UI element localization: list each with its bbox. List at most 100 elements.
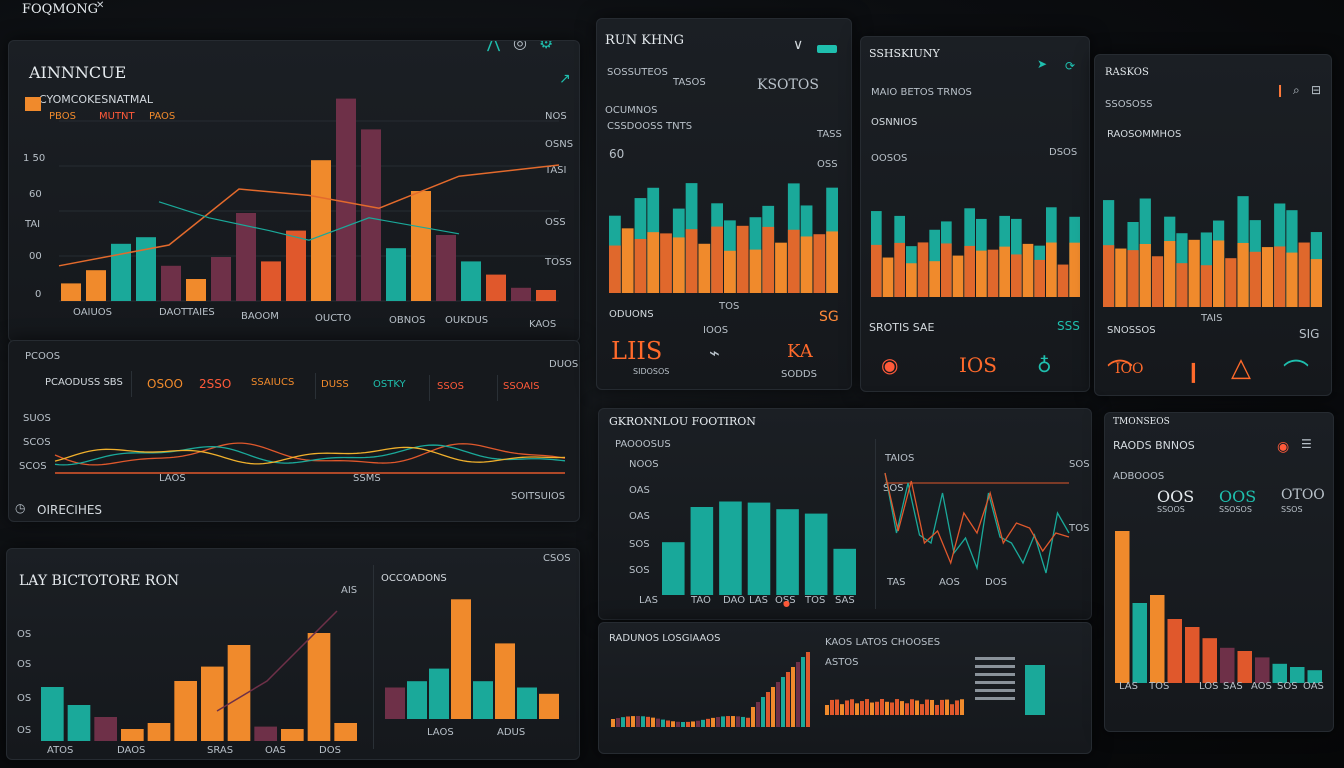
side-x-5: AOS: [1251, 681, 1272, 692]
side-x-1: LAS: [1119, 681, 1138, 692]
bar: [835, 699, 839, 715]
filter-icon[interactable]: ⊟: [1311, 83, 1322, 97]
main-right-tick-5: TOSS: [545, 257, 572, 268]
area-bar: [776, 682, 780, 727]
bar-orange: [1011, 254, 1022, 297]
revenue-kpi2: IOOS: [703, 325, 729, 336]
bar: [776, 509, 799, 595]
bar-orange: [906, 263, 917, 297]
side-kpi-value-1: OOS: [1157, 487, 1195, 506]
app-brand: FOQMONG: [22, 2, 99, 17]
revenue-corner: SG: [819, 309, 839, 325]
area-bar: [671, 721, 675, 727]
bar: [211, 257, 231, 301]
expand-icon[interactable]: ↗: [559, 71, 571, 87]
bar-orange: [724, 250, 736, 293]
area-bar: [796, 662, 800, 727]
bar-orange: [813, 234, 826, 293]
main-bar-chart: [58, 98, 560, 302]
bar-orange: [1298, 242, 1310, 307]
bar-orange: [1213, 240, 1225, 307]
bar: [361, 129, 381, 301]
bar: [307, 633, 331, 741]
revenue-meta-3: OCUMNOS: [605, 105, 658, 116]
sales-sub: OSNNIOS: [871, 117, 918, 128]
side-sub: RAODS BNNOS: [1113, 439, 1195, 452]
mic-icon[interactable]: ❙: [1275, 83, 1286, 97]
bar: [662, 542, 685, 595]
mid-x-6: TOS: [805, 595, 826, 606]
area-bar: [766, 692, 770, 727]
pin-icon[interactable]: ✕: [96, 0, 105, 11]
clock-icon: ◷: [15, 501, 26, 515]
bar: [334, 723, 357, 741]
kpi-item-4[interactable]: SSAIUCS: [251, 377, 295, 388]
send-icon[interactable]: ➤: [1037, 57, 1048, 71]
sales-bar-chart: [871, 207, 1080, 297]
side-kpi-value-2: OOS: [1219, 487, 1257, 506]
bar: [880, 699, 884, 715]
kpi-item-2[interactable]: OSOO: [147, 377, 183, 391]
bar: [1202, 638, 1217, 683]
kpi-item-3[interactable]: 2SSO: [199, 377, 232, 391]
bar-orange: [1046, 242, 1057, 297]
refresh-icon[interactable]: ⟳: [1065, 59, 1076, 73]
bar: [925, 699, 929, 715]
chevron-icon[interactable]: ∨: [793, 37, 804, 53]
bar-orange: [1249, 251, 1261, 307]
main-x-label-4: OUCTO: [315, 313, 352, 324]
kpi-item-7[interactable]: SSOS: [437, 381, 464, 392]
kpi-item-1[interactable]: PCAODUSS SBS: [45, 377, 123, 388]
bar-orange: [775, 242, 787, 293]
sales-sub2: OOSOS: [871, 153, 908, 164]
bar: [436, 235, 456, 301]
bar: [690, 507, 714, 595]
mid-x-2: TAO: [691, 595, 711, 606]
kpi-item-6[interactable]: OSTKY: [373, 379, 406, 390]
bar: [895, 699, 899, 715]
main-panel-title: AINNNCUE: [29, 63, 127, 82]
alert-icon[interactable]: ◉: [1277, 439, 1290, 455]
bar-orange: [1057, 264, 1069, 297]
bar: [1167, 619, 1182, 683]
wave-x-label-1: LAOS: [159, 473, 186, 484]
menu-icon[interactable]: ☰: [1301, 437, 1312, 451]
bar: [536, 290, 556, 301]
main-right-tick-4: OSS: [545, 217, 566, 228]
toggle-icon[interactable]: [817, 45, 837, 53]
bar-orange: [1069, 242, 1080, 297]
user-icon[interactable]: ◎: [513, 40, 527, 52]
trend-line-2: [158, 201, 460, 241]
line-red: [884, 472, 1070, 566]
area-bar: [646, 716, 650, 727]
trend-bar-chart: [41, 610, 357, 741]
area-bar: [656, 718, 660, 727]
trend-x-label-1: ATOS: [47, 745, 74, 756]
filter-icon[interactable]: ⋀: [487, 40, 501, 52]
trend-x-label-2: DAOS: [117, 745, 146, 756]
settings-icon[interactable]: ⚙: [539, 40, 554, 52]
mid-right-x-3: DOS: [985, 577, 1007, 588]
area-bar: [636, 716, 640, 727]
bar: [1115, 531, 1130, 683]
side-kpi-sub-2: SSOSOS: [1219, 505, 1252, 514]
bar: [261, 261, 281, 301]
area-bar: [801, 657, 805, 727]
kpi-item-8[interactable]: SSOAIS: [503, 381, 540, 392]
search-icon[interactable]: ⌕: [1293, 83, 1300, 97]
main-x-label-5: OBNOS: [389, 315, 426, 326]
far-footer-mid: TAIS: [1201, 313, 1223, 324]
sales-footer-right: SSS: [1057, 319, 1080, 333]
area-bar: [726, 716, 730, 727]
area-bar: [676, 721, 680, 727]
bar: [236, 213, 256, 301]
bar-orange: [1127, 250, 1139, 307]
bar: [1272, 663, 1287, 683]
bar-orange: [685, 229, 698, 293]
bar-highlight: [1025, 665, 1045, 715]
kpi-item-5[interactable]: DUSS: [321, 379, 349, 390]
legend-line: [975, 657, 1015, 660]
bottom-panel: RADUNOS LOSGIAAOS KAOS LATOS CHOOSES AST…: [598, 622, 1092, 754]
side-panel: TMONSEOS RAODS BNNOS ◉ ☰ ADBOOOS OOS SSO…: [1104, 412, 1334, 732]
mid-bar-chart: [662, 501, 856, 595]
